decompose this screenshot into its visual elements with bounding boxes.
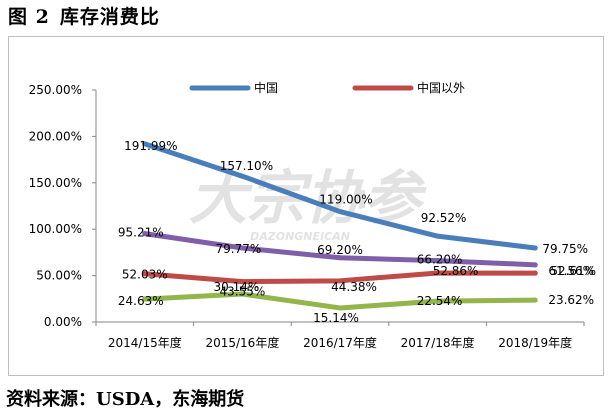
data-point bbox=[239, 245, 245, 251]
x-tick-label: 2018/19年度 bbox=[498, 335, 572, 350]
data-point bbox=[532, 262, 538, 268]
data-label: 69.20% bbox=[317, 243, 363, 257]
data-point bbox=[435, 258, 441, 264]
data-point bbox=[435, 270, 441, 276]
data-point bbox=[337, 255, 343, 261]
data-point bbox=[142, 231, 148, 237]
data-label: 119.00% bbox=[319, 193, 372, 207]
data-label: 22.54% bbox=[417, 294, 463, 308]
y-tick-label: 250.00% bbox=[29, 83, 82, 97]
data-label: 66.20% bbox=[417, 253, 463, 267]
y-tick-label: 0.00% bbox=[44, 315, 82, 329]
data-label: 44.38% bbox=[331, 280, 377, 294]
data-label: 23.62% bbox=[548, 293, 594, 307]
data-point bbox=[532, 245, 538, 251]
data-point bbox=[239, 173, 245, 179]
x-tick-label: 2015/16年度 bbox=[205, 335, 279, 350]
data-label: 157.10% bbox=[220, 159, 273, 173]
legend: 中国 中国以外 bbox=[189, 80, 465, 95]
data-point bbox=[435, 233, 441, 239]
data-label: 191.99% bbox=[124, 139, 177, 153]
data-labels: 191.99% 157.10% 119.00% 92.52% 79.75% 52.03% 4… bbox=[118, 139, 596, 325]
x-tick-label: 2016/17年度 bbox=[303, 335, 377, 350]
x-tick-label: 2017/18年度 bbox=[401, 335, 475, 350]
data-point bbox=[239, 291, 245, 297]
data-label: 52.61% bbox=[550, 264, 596, 278]
data-point bbox=[532, 297, 538, 303]
figure-caption: 库存消费比 bbox=[59, 6, 160, 28]
data-label: 24.63% bbox=[118, 294, 164, 308]
legend-label: 中国以外 bbox=[417, 80, 465, 95]
data-label: 43.55% bbox=[220, 285, 266, 299]
data-point bbox=[142, 271, 148, 277]
data-point bbox=[337, 278, 343, 284]
data-label: 30.14% bbox=[214, 280, 260, 294]
data-label: 15.14% bbox=[313, 311, 359, 325]
series-layer bbox=[142, 141, 538, 311]
watermark: 大宗协参 DAZONGNEICAN bbox=[189, 164, 427, 243]
y-tick-label: 200.00% bbox=[29, 129, 82, 143]
source-note: 资料来源：USDA，东海期货 bbox=[6, 389, 245, 410]
data-label: 79.75% bbox=[542, 242, 588, 256]
data-point bbox=[337, 305, 343, 311]
data-label: 79.77% bbox=[216, 242, 262, 256]
figure-title: 图 2 库存消费比 bbox=[8, 2, 160, 29]
watermark-sub: DAZONGNEICAN bbox=[250, 230, 350, 243]
data-point bbox=[435, 298, 441, 304]
axes: 0.00% 50.00% 100.00% 150.00% 200.00% 250.00% 2… bbox=[29, 83, 585, 350]
data-label: 52.86% bbox=[433, 264, 479, 278]
y-tick-label: 50.00% bbox=[36, 269, 82, 283]
x-tick-label: 2014/15年度 bbox=[108, 335, 182, 350]
legend-label: 中国 bbox=[254, 80, 278, 95]
data-point bbox=[239, 279, 245, 285]
chart-frame bbox=[8, 36, 604, 376]
y-tick-label: 150.00% bbox=[29, 176, 82, 190]
data-point bbox=[337, 209, 343, 215]
data-point bbox=[142, 141, 148, 147]
y-tick-label: 100.00% bbox=[29, 222, 82, 236]
data-label: 52.03% bbox=[122, 268, 168, 282]
data-label: 61.56% bbox=[548, 264, 594, 278]
data-point bbox=[532, 270, 538, 276]
data-label: 95.21% bbox=[118, 226, 164, 240]
figure-number: 图 2 bbox=[8, 6, 50, 28]
data-label: 92.52% bbox=[421, 211, 467, 225]
data-point bbox=[142, 296, 148, 302]
